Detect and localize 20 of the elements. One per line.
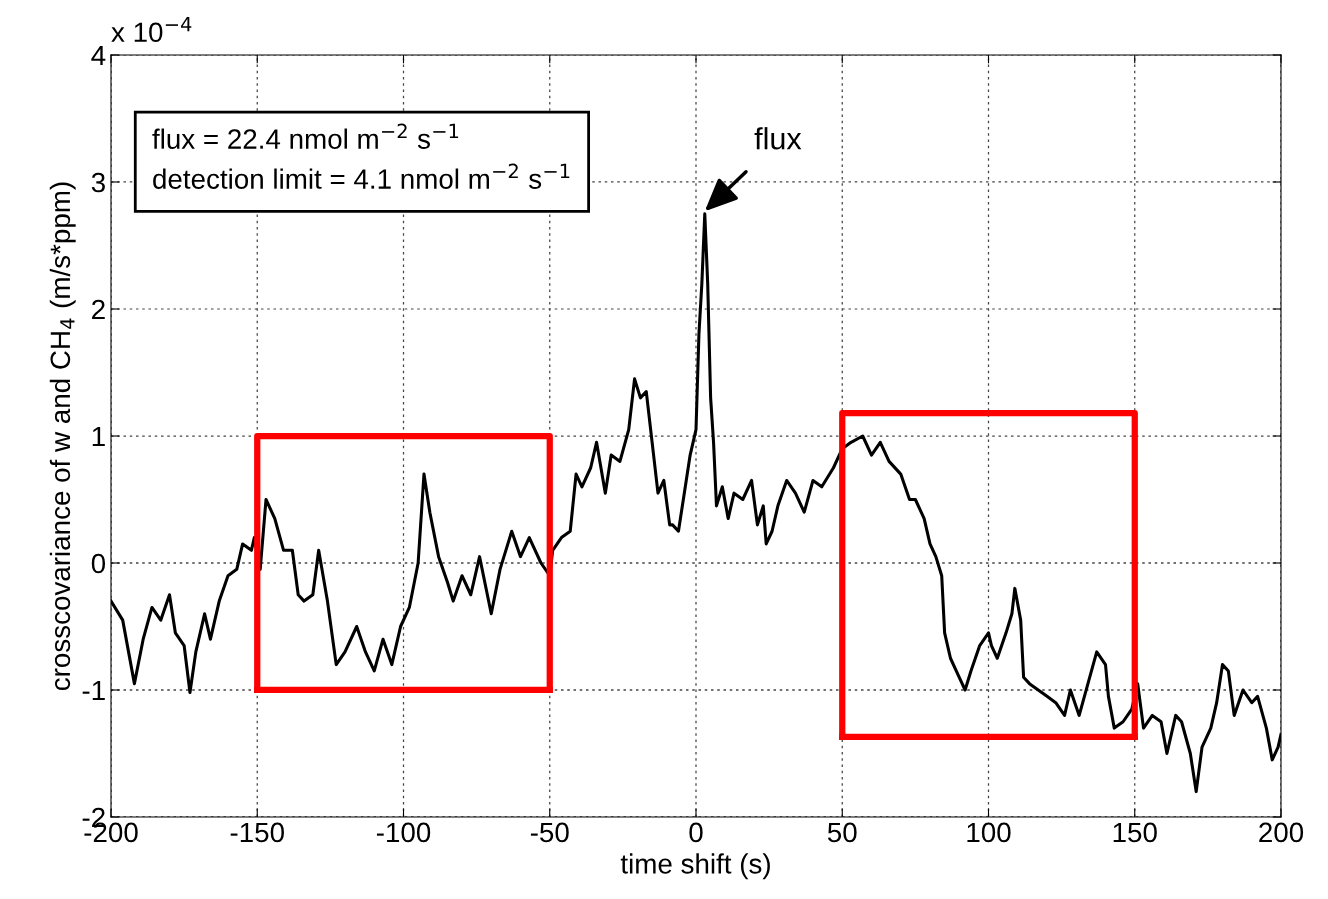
y-tick-label: 0 — [91, 553, 106, 574]
x-tick-label: 50 — [827, 822, 857, 843]
annotation: detection limit = 4.1 nmol m$^{−2}$ s$^{−1}$ — [153, 163, 570, 189]
x-tick-label: 100 — [967, 822, 1011, 843]
x-tick-label: -150 — [230, 822, 284, 843]
x-axis-title: time shift (s) — [620, 853, 770, 880]
y-tick-label: 1 — [92, 426, 105, 447]
text: x 10$^{−4}$ — [111, 17, 192, 43]
annotation: flux — [754, 127, 802, 150]
y-tick-label: 4 — [91, 45, 106, 66]
x-tick-label: 200 — [1259, 822, 1304, 843]
x-tick-label: -50 — [530, 822, 569, 843]
x-tick-label: -100 — [376, 822, 431, 843]
y-axis-title: crosscovariance of w and CH$_{4}$ (m/s*ppm) — [49, 182, 76, 691]
y-tick-label: -1 — [82, 680, 105, 701]
annotation: flux = 22.4 nmol m$^{−2}$ s$^{−1}$ — [152, 123, 459, 149]
x-tick-label: 0 — [689, 822, 703, 843]
y-tick-label: 2 — [92, 299, 105, 320]
x-tick-label: 150 — [1113, 822, 1157, 843]
y-tick-label: 3 — [91, 172, 105, 193]
